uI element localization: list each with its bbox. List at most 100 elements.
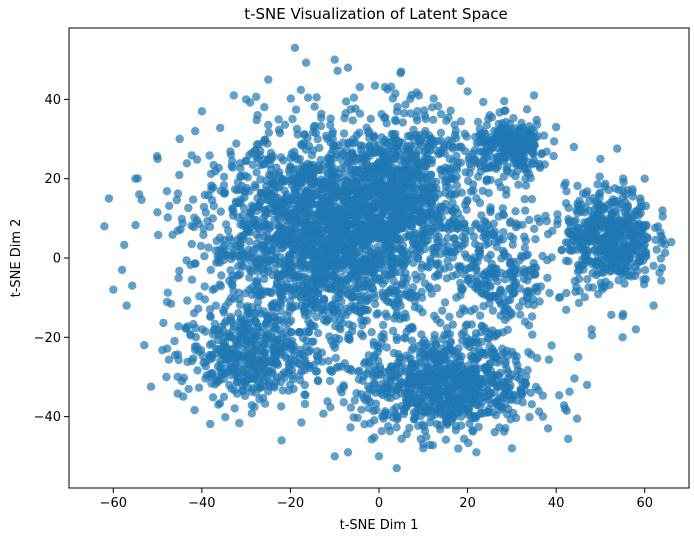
- data-point: [617, 269, 626, 278]
- data-point: [212, 236, 221, 246]
- data-point: [413, 107, 422, 116]
- data-point: [379, 414, 388, 423]
- data-point: [233, 378, 242, 387]
- data-point: [528, 145, 538, 154]
- data-point: [243, 224, 252, 233]
- data-point: [486, 250, 495, 260]
- data-point: [153, 208, 162, 217]
- data-point: [602, 239, 611, 248]
- data-point: [309, 222, 318, 231]
- data-point: [501, 153, 511, 163]
- data-point: [511, 172, 520, 181]
- data-point: [506, 232, 515, 241]
- data-point: [146, 382, 156, 391]
- data-point: [368, 284, 378, 293]
- data-point: [373, 179, 382, 189]
- data-point: [392, 403, 401, 412]
- data-point: [515, 160, 525, 170]
- data-point: [206, 265, 215, 275]
- data-point: [577, 200, 586, 209]
- data-point: [362, 201, 371, 210]
- data-point: [544, 355, 554, 364]
- data-point: [521, 236, 530, 245]
- data-point: [336, 217, 345, 226]
- data-point: [357, 405, 366, 414]
- data-point: [300, 366, 309, 375]
- data-point: [528, 158, 538, 168]
- data-point: [216, 282, 226, 291]
- data-point: [402, 327, 411, 337]
- data-point: [314, 280, 324, 289]
- data-point: [217, 271, 226, 280]
- data-point: [372, 406, 381, 415]
- data-point: [616, 199, 625, 209]
- data-point: [323, 397, 332, 406]
- data-point: [470, 304, 479, 314]
- data-point: [187, 275, 197, 284]
- data-point: [369, 341, 379, 350]
- data-point: [480, 229, 489, 239]
- data-point: [390, 314, 399, 323]
- data-point: [290, 176, 299, 185]
- data-point: [538, 251, 547, 261]
- data-point: [633, 206, 642, 216]
- data-point: [495, 371, 504, 381]
- data-point: [441, 375, 450, 384]
- data-point: [301, 58, 311, 67]
- data-point: [409, 125, 418, 134]
- data-point: [299, 305, 309, 315]
- data-point: [275, 168, 284, 177]
- data-point: [261, 205, 270, 214]
- data-point: [336, 385, 345, 394]
- data-point: [270, 338, 280, 347]
- data-point: [345, 271, 355, 281]
- data-point: [315, 164, 324, 173]
- data-point: [652, 245, 661, 254]
- data-point: [190, 213, 199, 222]
- data-point: [484, 188, 493, 198]
- data-point: [344, 139, 353, 148]
- data-point: [430, 355, 439, 364]
- data-point: [239, 262, 248, 271]
- data-point: [432, 419, 441, 429]
- data-point: [436, 109, 446, 119]
- data-point: [326, 120, 335, 130]
- data-point: [307, 276, 316, 285]
- data-point: [183, 357, 192, 367]
- data-point: [420, 111, 430, 120]
- data-point: [639, 280, 649, 289]
- data-point: [312, 248, 322, 257]
- data-point: [445, 219, 454, 229]
- data-point: [211, 301, 220, 310]
- data-point: [427, 158, 436, 168]
- data-point: [327, 336, 336, 346]
- data-point: [456, 291, 465, 300]
- data-point: [446, 106, 455, 115]
- data-point: [191, 259, 200, 268]
- data-point: [403, 178, 412, 187]
- data-point: [423, 236, 432, 245]
- data-point: [297, 418, 306, 427]
- data-point: [263, 330, 273, 339]
- data-point: [373, 347, 382, 357]
- data-point: [494, 212, 503, 221]
- data-point: [251, 309, 261, 318]
- data-point: [252, 230, 261, 239]
- data-point: [610, 184, 620, 193]
- data-point: [618, 192, 628, 202]
- data-point: [433, 373, 443, 382]
- data-point: [498, 290, 508, 299]
- data-point: [553, 210, 562, 219]
- data-point: [163, 213, 172, 222]
- data-point: [565, 245, 574, 254]
- data-point: [219, 172, 229, 181]
- data-point: [497, 403, 507, 412]
- data-point: [207, 339, 217, 348]
- data-point: [282, 190, 292, 200]
- data-point: [450, 175, 459, 184]
- data-point: [290, 283, 299, 292]
- data-point: [434, 258, 443, 268]
- data-point: [182, 159, 192, 168]
- data-point: [425, 440, 435, 450]
- data-point: [381, 135, 390, 145]
